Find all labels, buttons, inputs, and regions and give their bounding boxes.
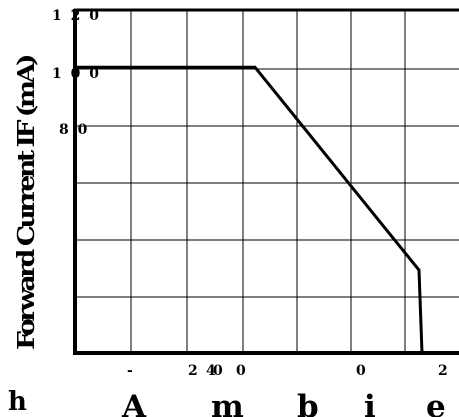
y-tick-label: 8 0 bbox=[59, 122, 89, 138]
x-tick-label: 4 bbox=[206, 363, 216, 379]
x-tick-label: 0 bbox=[213, 363, 223, 379]
x-tick-label: 0 bbox=[356, 363, 366, 379]
series-line bbox=[75, 65, 424, 354]
x-axis-label-fragment: h bbox=[8, 387, 27, 417]
grid bbox=[75, 10, 459, 353]
y-tick-label: 1 0 0 bbox=[52, 66, 101, 82]
x-tick-label: - bbox=[127, 363, 133, 379]
x-axis-label-fragment: m bbox=[211, 389, 244, 417]
x-axis-label-fragment: A bbox=[121, 389, 147, 417]
x-axis-label-fragment: i bbox=[364, 389, 376, 417]
y-tick-label: 1 2 0 bbox=[52, 8, 101, 24]
x-axis-label-fragment: b bbox=[297, 389, 319, 417]
x-axis-label-fragment: e bbox=[426, 389, 446, 417]
x-tick-label: 2 bbox=[438, 363, 448, 379]
y-axis-label: Forward Current IF (mA) bbox=[13, 56, 40, 350]
x-tick-label: 2 bbox=[188, 363, 198, 379]
x-tick-label: 0 bbox=[236, 363, 246, 379]
